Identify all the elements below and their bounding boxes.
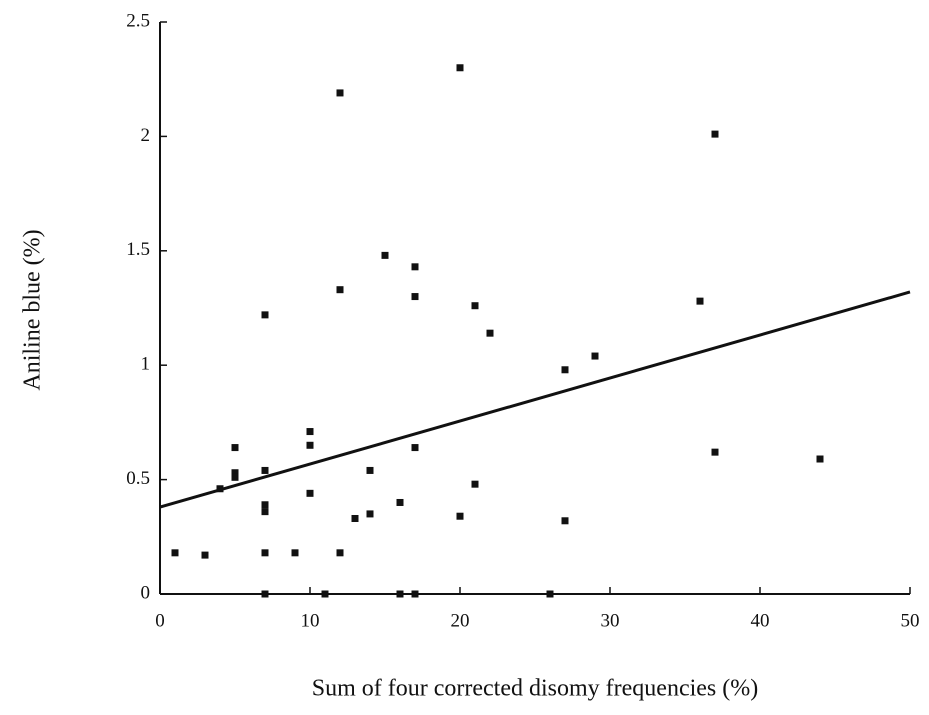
data-point: [366, 466, 374, 474]
data-point: [351, 514, 359, 522]
y-tick-label: 1: [141, 354, 151, 375]
data-point: [231, 444, 239, 452]
x-axis-label: Sum of four corrected disomy frequencies…: [312, 676, 759, 702]
x-tick-label: 10: [301, 610, 320, 631]
y-tick-label: 0.5: [126, 468, 150, 489]
data-point: [396, 590, 404, 598]
y-tick-label: 0: [141, 582, 151, 603]
data-point: [201, 551, 209, 559]
data-point: [816, 455, 824, 463]
data-point: [411, 293, 419, 301]
data-point: [291, 549, 299, 557]
data-point: [471, 480, 479, 488]
y-tick-label: 2: [141, 125, 151, 146]
data-point: [411, 590, 419, 598]
data-point: [336, 286, 344, 294]
y-tick-label: 1.5: [126, 239, 150, 260]
data-point: [471, 302, 479, 310]
data-point: [711, 130, 719, 138]
data-point: [366, 510, 374, 518]
y-axis-label: Aniline blue (%): [20, 229, 46, 390]
x-tick-label: 20: [451, 610, 470, 631]
data-point: [411, 263, 419, 271]
data-point: [231, 473, 239, 481]
data-point: [261, 311, 269, 319]
data-point: [306, 489, 314, 497]
data-point: [321, 590, 329, 598]
data-point: [456, 512, 464, 520]
data-point: [336, 89, 344, 97]
data-point: [561, 366, 569, 374]
data-point: [336, 549, 344, 557]
y-tick-label: 2.5: [126, 10, 150, 31]
data-point: [261, 501, 269, 509]
data-point: [231, 469, 239, 477]
x-tick-label: 0: [155, 610, 165, 631]
data-point: [561, 517, 569, 525]
data-point: [261, 466, 269, 474]
data-point: [711, 448, 719, 456]
data-point: [381, 251, 389, 259]
data-point: [306, 428, 314, 436]
x-tick-label: 40: [751, 610, 770, 631]
data-point: [696, 297, 704, 305]
x-tick-label: 30: [601, 610, 620, 631]
data-point: [591, 352, 599, 360]
data-point: [261, 590, 269, 598]
data-point: [306, 441, 314, 449]
data-point: [486, 329, 494, 337]
x-tick-label: 50: [901, 610, 920, 631]
data-point: [171, 549, 179, 557]
data-point: [261, 508, 269, 516]
data-point: [261, 549, 269, 557]
data-point: [396, 498, 404, 506]
data-point: [456, 64, 464, 72]
trend-line: [159, 290, 911, 509]
data-point: [411, 444, 419, 452]
data-point: [546, 590, 554, 598]
